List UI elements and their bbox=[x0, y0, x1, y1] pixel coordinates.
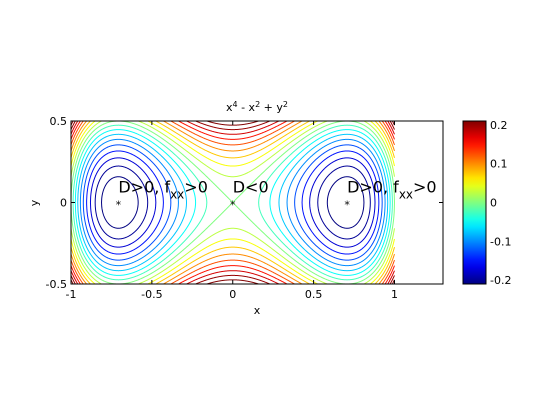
annotation-part: D<0 bbox=[233, 177, 269, 196]
annotation-part: D>0, f bbox=[118, 177, 170, 196]
x-tick-label: 1 bbox=[391, 288, 398, 301]
y-axis-label: y bbox=[28, 199, 41, 206]
contour-line bbox=[82, 144, 383, 261]
contour-line bbox=[71, 121, 395, 284]
x-tick-label: -0.5 bbox=[141, 288, 162, 301]
annotation: D>0, fxx>0 bbox=[347, 177, 437, 201]
annotation-part: D>0, f bbox=[347, 177, 399, 196]
chart-title: x4 - x2 + y2 bbox=[226, 100, 288, 114]
contour-line bbox=[71, 121, 395, 284]
y-tick-label: -0.5 bbox=[46, 278, 67, 291]
contour-line bbox=[71, 121, 395, 284]
contour-line bbox=[71, 121, 395, 284]
colorbar-tick-label: 0.2 bbox=[490, 119, 508, 132]
contour-line bbox=[89, 157, 376, 248]
x-tick-label: 0 bbox=[229, 288, 236, 301]
contour-line bbox=[71, 121, 395, 284]
annotation-part: >0 bbox=[184, 177, 208, 196]
critical-point: * bbox=[344, 199, 350, 212]
contour-line bbox=[71, 121, 395, 284]
contour-line bbox=[86, 150, 380, 255]
title-part: x bbox=[226, 101, 233, 114]
contour-line bbox=[79, 138, 386, 267]
colorbar bbox=[462, 120, 487, 285]
annotation-part: >0 bbox=[413, 177, 437, 196]
critical-point: * bbox=[116, 199, 122, 212]
x-tick-label: 0.5 bbox=[305, 288, 323, 301]
title-part: + y bbox=[260, 101, 283, 114]
title-part: 2 bbox=[255, 100, 260, 109]
x-tick-label: -1 bbox=[66, 288, 77, 301]
colorbar-tick-label: 0 bbox=[490, 197, 497, 210]
contour-line bbox=[77, 133, 389, 272]
annotation: D>0, fxx>0 bbox=[118, 177, 208, 201]
title-part: 2 bbox=[283, 100, 288, 109]
contour-line bbox=[71, 121, 395, 284]
title-part: 4 bbox=[233, 100, 238, 109]
y-tick-label: 0.5 bbox=[50, 115, 68, 128]
x-axis-label: x bbox=[254, 304, 261, 317]
colorbar-tick-label: -0.1 bbox=[490, 235, 511, 248]
colorbar-tick-label: -0.2 bbox=[490, 274, 511, 287]
critical-point: * bbox=[230, 199, 236, 212]
annotation-part: xx bbox=[170, 187, 184, 201]
contour-line bbox=[71, 121, 395, 284]
contour-line bbox=[71, 121, 395, 284]
annotation: D<0 bbox=[233, 177, 269, 196]
y-tick-label: 0 bbox=[60, 197, 67, 210]
contour-line bbox=[72, 124, 393, 281]
contour-line bbox=[101, 176, 365, 229]
colorbar-tick-label: 0.1 bbox=[490, 158, 508, 171]
contour-line bbox=[74, 129, 391, 276]
axes-box bbox=[70, 120, 444, 285]
contour-line bbox=[94, 165, 371, 240]
title-part: - x bbox=[238, 101, 256, 114]
annotation-part: xx bbox=[399, 187, 413, 201]
